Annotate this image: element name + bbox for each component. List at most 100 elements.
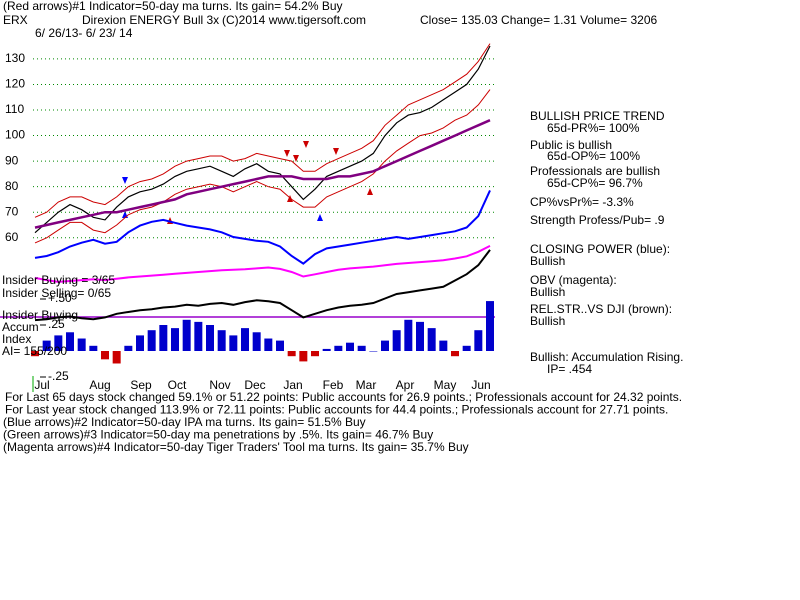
- accumulation-bar: [486, 301, 494, 351]
- right-panel-text: Bullish: [530, 314, 565, 328]
- left-label: Insider Buying = 3/65: [2, 273, 115, 287]
- footer-text: For Last 65 days stock changed 59.1% or …: [5, 390, 682, 404]
- accumulation-bar: [217, 330, 226, 351]
- accumulation-bar: [182, 319, 191, 351]
- accumulation-bar: [136, 335, 144, 351]
- arrow: [303, 141, 309, 148]
- y-tick-label: 90: [5, 153, 19, 167]
- left-label: Insider Buying: [2, 308, 78, 322]
- right-panel-text: CLOSING POWER (blue):: [530, 242, 670, 256]
- series-line: [34, 245, 491, 283]
- accumulation-bar: [77, 338, 86, 351]
- accumulation-bar: [66, 332, 74, 351]
- y-tick-label: 80: [5, 179, 19, 193]
- accumulation-bar: [369, 351, 378, 352]
- accumulation-bar: [31, 351, 39, 357]
- y-tick-label: -.25: [48, 369, 69, 383]
- arrow: [333, 148, 339, 155]
- accumulation-bar: [264, 338, 273, 351]
- signal-arrows: [122, 141, 373, 224]
- accumulation-bar: [404, 319, 413, 351]
- accumulation-bar: [381, 340, 389, 351]
- arrow: [122, 177, 128, 184]
- y-tick-label: 110: [5, 102, 24, 116]
- right-panel-text: Public is bullish: [530, 138, 612, 152]
- x-tick-label: Sep: [130, 378, 152, 392]
- right-panel-text: 65d-PR%= 100%: [547, 121, 640, 135]
- header-text: Direxion ENERGY Bull 3x: [82, 13, 219, 27]
- x-tick-label: Apr: [396, 378, 415, 392]
- left-label: AI= 155/200: [2, 344, 67, 358]
- header-text: (C)2014 www.tigersoft.com: [222, 13, 366, 27]
- footer-text: (Magenta arrows)#4 Indicator=50-day Tige…: [3, 440, 469, 454]
- accumulation-bar: [159, 325, 168, 351]
- x-tick-label: Mar: [356, 378, 377, 392]
- right-panel-text: 65d-OP%= 100%: [547, 149, 640, 163]
- accumulation-bar: [241, 328, 249, 351]
- series-line: [34, 43, 491, 218]
- accumulation-bar: [276, 340, 284, 351]
- series-line: [34, 249, 491, 322]
- right-panel-text: IP= .454: [547, 362, 592, 376]
- right-panel-text: Bullish: [530, 285, 565, 299]
- footer-text: (Blue arrows)#2 Indicator=50-day IPA ma …: [3, 415, 366, 429]
- accumulation-bar: [54, 335, 63, 351]
- arrow: [317, 214, 323, 221]
- x-tick-label: Nov: [209, 378, 230, 392]
- accumulation-bar: [427, 328, 436, 351]
- accumulation-bar: [334, 345, 343, 351]
- arrow: [293, 155, 299, 162]
- x-tick-label: Jul: [34, 378, 49, 392]
- accumulation-bar: [89, 345, 98, 351]
- right-panel-text: BULLISH PRICE TREND: [530, 109, 665, 123]
- y-tick-label: 120: [5, 77, 25, 91]
- accumulation-bar: [451, 351, 459, 357]
- accumulation-bar: [392, 330, 401, 351]
- y-tick-label: 130: [5, 51, 25, 65]
- series-line: [34, 89, 491, 244]
- y-tick-label: 70: [5, 204, 19, 218]
- accumulation-bar: [42, 340, 51, 351]
- right-panel-text: OBV (magenta):: [530, 273, 617, 287]
- x-tick-label: Oct: [168, 378, 187, 392]
- accumulation-bar: [147, 330, 156, 351]
- right-panel-text: Bullish: Accumulation Rising.: [530, 350, 683, 364]
- accumulation-bar: [124, 345, 133, 351]
- accumulation-bar: [229, 335, 238, 351]
- accumulation-bar: [299, 351, 308, 362]
- header-text: ERX: [3, 13, 28, 27]
- y-tick-label: 60: [5, 230, 19, 244]
- right-panel-text: REL.STR..VS DJI (brown):: [530, 302, 672, 316]
- accumulation-bar: [311, 351, 319, 357]
- accumulation-bar: [112, 351, 121, 364]
- right-panel-text: Professionals are bullish: [530, 164, 660, 178]
- x-tick-label: Aug: [89, 378, 110, 392]
- footer-text: For Last year stock changed 113.9% or 72…: [5, 403, 668, 417]
- series-line: [34, 189, 491, 265]
- accumulation-bar: [322, 348, 331, 351]
- accumulation-bar: [346, 342, 354, 351]
- accumulation-bar: [439, 340, 448, 351]
- right-panel-text: Strength Profess/Pub= .9: [530, 213, 665, 227]
- accumulation-bar: [474, 330, 483, 351]
- left-label: Accum: [2, 320, 39, 334]
- arrow: [284, 150, 290, 157]
- y-tick-label: +.50: [48, 291, 72, 305]
- right-panel-text: Bullish: [530, 254, 565, 268]
- x-tick-label: May: [434, 378, 457, 392]
- accumulation-bar: [194, 321, 203, 351]
- y-tick-label: 100: [5, 128, 25, 142]
- header-text: (Red arrows)#1 Indicator=50-day ma turns…: [3, 0, 343, 13]
- header-text: 6/ 26/13- 6/ 23/ 14: [35, 26, 133, 40]
- left-label: Index: [2, 332, 31, 346]
- x-tick-label: Jun: [471, 378, 490, 392]
- footer-text: (Green arrows)#3 Indicator=50-day ma pen…: [3, 428, 433, 442]
- accumulation-bar: [171, 328, 179, 351]
- accumulation-bar: [287, 351, 296, 357]
- x-tick-label: Jan: [283, 378, 302, 392]
- accumulation-bar: [252, 332, 261, 351]
- series-line: [34, 45, 491, 234]
- accumulation-bar: [416, 321, 424, 351]
